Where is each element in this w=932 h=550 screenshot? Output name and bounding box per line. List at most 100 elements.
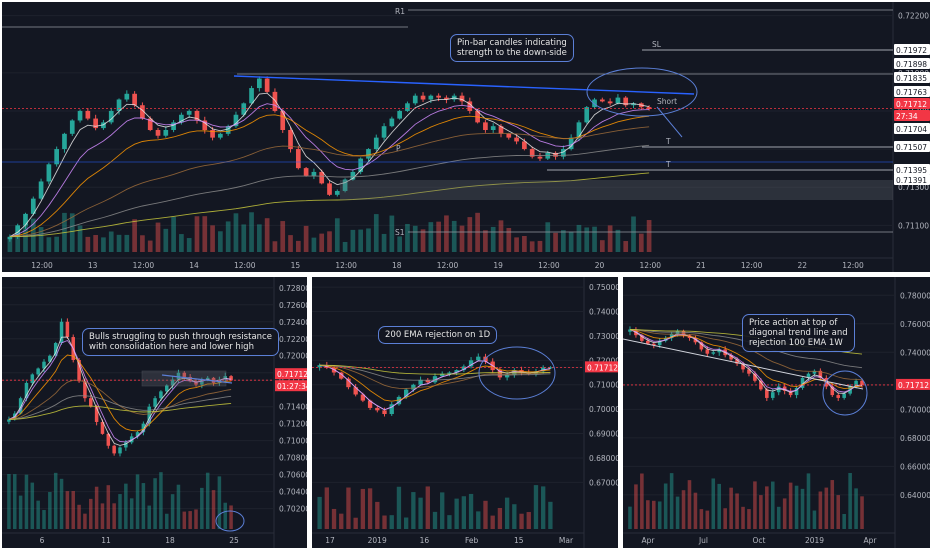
volume-bar (264, 218, 270, 252)
candle-body (194, 110, 200, 121)
candle-body (132, 93, 137, 106)
candle-body (432, 376, 438, 383)
candle-body (397, 110, 402, 119)
volume-bar (108, 231, 114, 252)
price-label-text: 0.71712 (896, 100, 927, 109)
volume-bar (475, 212, 480, 252)
y-tick-label: 0.78000 (900, 291, 930, 300)
ema-line (9, 144, 650, 238)
volume-bar (657, 501, 662, 529)
volume-bar (205, 472, 210, 529)
panel-bottom-left-chart[interactable]: 0.728000.726000.724000.722000.720000.718… (2, 277, 307, 548)
candle-body (770, 392, 775, 398)
volume-bar (607, 225, 613, 252)
volume-bar (741, 506, 745, 529)
candle-body (15, 225, 21, 237)
pivot-label: P (396, 144, 401, 153)
candle-body (389, 404, 394, 415)
volume-bar (396, 486, 402, 529)
candle-body (54, 149, 60, 165)
volume-bar (317, 496, 322, 529)
volume-bar (705, 510, 710, 529)
candle-body (381, 126, 387, 138)
t2-label: T (665, 160, 671, 169)
volume-bar (89, 498, 93, 529)
y-tick-label: 0.71200 (279, 420, 307, 429)
volume-bar (800, 488, 805, 529)
volume-bar (483, 500, 488, 529)
volume-bar (638, 233, 644, 252)
candle-body (599, 99, 605, 102)
candle-body (747, 369, 751, 374)
volume-bar (568, 231, 574, 252)
panel-bottom-right-chart[interactable]: 0.78000 0.76000 0.74000 0.71712 0.70000 0.680… (623, 277, 930, 548)
volume-bar (170, 494, 175, 529)
candle-body (140, 105, 145, 119)
volume-bar (675, 496, 680, 529)
x-tick-label: 12:00 (437, 261, 459, 270)
volume-bar (15, 226, 21, 252)
volume-bar (699, 509, 704, 529)
bottom-right-chart-svg[interactable]: 0.78000 0.76000 0.74000 0.71712 0.70000 0.680… (623, 277, 930, 548)
candle-body (186, 110, 192, 115)
volume-bar (770, 481, 775, 529)
price-label-box (894, 174, 930, 185)
volume-bar (339, 513, 344, 529)
main-chart-svg[interactable]: 0.722000.719000.717000.715000.713000.711… (2, 2, 930, 272)
candle-body (830, 386, 835, 396)
r1-label: R1 (395, 7, 405, 16)
support-zone (340, 180, 893, 200)
candle-body (529, 149, 535, 157)
panel-main-chart[interactable]: 0.722000.719000.717000.715000.713000.711… (2, 2, 930, 272)
volume-bar (526, 512, 531, 529)
y-tick-label: 0.72400 (279, 318, 307, 327)
volume-bar (94, 486, 99, 529)
volume-bar (83, 513, 87, 529)
candle-body (249, 88, 254, 104)
volume-bar (451, 220, 457, 252)
volume-bar (331, 508, 337, 529)
price-label-text: 0.71898 (896, 60, 927, 69)
candle-body (576, 122, 582, 138)
candle-body (806, 373, 811, 378)
volume-bar (147, 505, 151, 529)
volume-bar (541, 486, 546, 529)
x-tick-label: Oct (753, 536, 766, 545)
volume-bar (159, 472, 163, 529)
rejection-ellipse (478, 346, 556, 400)
y-tick-label: 0.71100 (898, 221, 929, 230)
volume-bar (54, 236, 60, 252)
volume-bar (59, 478, 64, 529)
ema-line (629, 329, 863, 390)
volume-bar (77, 225, 83, 252)
candle-body (454, 370, 459, 373)
candle-body (18, 398, 23, 414)
x-tick-label: 12:00 (538, 261, 560, 270)
y-tick-label: 0.71400 (279, 403, 307, 412)
price-label-text: 0.71712 (277, 370, 307, 379)
volume-bar (623, 241, 629, 252)
candle-body (339, 372, 344, 379)
bottom-left-chart-svg[interactable]: 0.728000.726000.724000.722000.720000.718… (2, 277, 307, 548)
candle-body (153, 398, 157, 407)
candle-body (106, 433, 111, 446)
volume-bar (548, 501, 553, 529)
price-label-box (894, 98, 930, 109)
volume-bar (346, 487, 351, 529)
ema-line (8, 395, 232, 420)
volume-bar (303, 225, 309, 252)
y-tick-label: 0.74000 (589, 308, 618, 317)
candle-body (7, 236, 13, 240)
volume-bar (118, 494, 122, 529)
volume-bar (353, 517, 358, 529)
candle-body (194, 381, 198, 385)
candle-body (135, 432, 140, 437)
candle-body (403, 389, 409, 397)
candle-body (116, 99, 122, 111)
y-tick-label: 0.72000 (589, 356, 618, 365)
volume-bar (319, 233, 325, 252)
volume-bar (794, 485, 799, 529)
candle-body (514, 137, 519, 142)
